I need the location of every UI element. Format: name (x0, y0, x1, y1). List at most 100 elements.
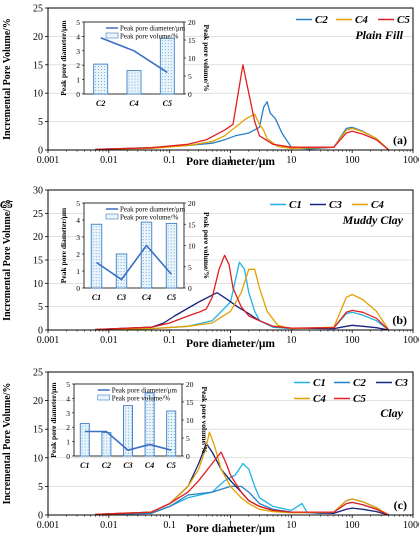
hatch-dot (120, 283, 122, 284)
hatch-dot (131, 84, 133, 86)
hatch-dot (103, 449, 105, 451)
hatch-dot (84, 443, 86, 445)
inset-category-label: C5 (167, 461, 176, 470)
legend-label-c4: C4 (355, 14, 368, 26)
y-tick-label: 0 (38, 511, 43, 522)
hatch-dot (142, 248, 144, 250)
hatch-dot (145, 242, 147, 244)
hatch-dot (168, 434, 170, 435)
series-line-c5 (95, 451, 390, 516)
hatch-dot (124, 419, 126, 421)
series-line-c3 (95, 292, 389, 331)
hatch-dot (92, 256, 94, 258)
hatch-dot (107, 84, 109, 86)
hatch-dot (173, 49, 175, 51)
y-tick-label: 10 (33, 453, 43, 464)
hatch-dot (152, 416, 154, 417)
plot-frame (47, 189, 414, 331)
hatch-dot (95, 232, 97, 234)
legend-label-c2: C2 (315, 14, 328, 26)
y-tick-label: 5 (38, 302, 43, 313)
hatch-dot (130, 416, 132, 418)
hatch-dot (98, 283, 100, 285)
hatch-dot (167, 67, 169, 69)
hatch-dot (174, 434, 176, 435)
hatch-dot (145, 275, 147, 277)
hatch-dot (98, 87, 100, 89)
hatch-dot (167, 70, 169, 72)
hatch-dot (124, 443, 126, 445)
hatch-dot (127, 455, 129, 457)
hatch-dot (170, 270, 172, 272)
hatch-dot (152, 419, 154, 420)
hatch-dot (164, 43, 166, 45)
hatch-dot (173, 279, 175, 281)
hatch-dot (127, 422, 129, 424)
hatch-dot (170, 79, 172, 81)
hatch-dot (152, 452, 154, 453)
hatch-dot (173, 85, 175, 87)
hatch-dot (103, 443, 105, 445)
hatch-dot (168, 425, 170, 426)
inset-left-tick-label: 2 (76, 250, 80, 259)
hatch-dot (98, 256, 100, 258)
hatch-dot (98, 271, 100, 273)
hatch-dot (168, 416, 170, 417)
hatch-dot (92, 226, 94, 228)
hatch-dot (149, 407, 151, 408)
hatch-dot (171, 434, 173, 435)
hatch-dot (142, 275, 144, 277)
hatch-dot (170, 49, 172, 51)
hatch-dot (92, 262, 94, 264)
hatch-dot (167, 237, 169, 239)
hatch-dot (167, 88, 169, 90)
hatch-dot (146, 449, 148, 450)
inset-category-label: C1 (80, 461, 89, 470)
hatch-dot (134, 81, 136, 83)
hatch-dot (109, 446, 111, 448)
hatch-dot (173, 285, 175, 287)
hatch-dot (81, 437, 83, 439)
hatch-dot (148, 272, 150, 274)
series-line-c4 (95, 268, 390, 331)
inset-category-label: C5 (167, 293, 176, 302)
hatch-dot (149, 410, 151, 411)
hatch-dot (84, 425, 86, 427)
hatch-dot (145, 239, 147, 241)
hatch-dot (95, 72, 97, 74)
hatch-dot (103, 455, 105, 457)
hatch-dot (148, 284, 150, 286)
inset-volume-bar-c1 (79, 423, 90, 457)
hatch-dot (148, 266, 150, 268)
hatch-dot (123, 286, 125, 287)
hatch-dot (92, 280, 94, 282)
inset-legend-volume-label: Peak pore volume/% (112, 395, 170, 403)
hatch-dot (149, 455, 151, 456)
hatch-dot (148, 245, 150, 247)
hatch-dot (148, 263, 150, 265)
hatch-dot (107, 78, 109, 80)
hatch-dot (173, 76, 175, 78)
hatch-dot (98, 81, 100, 83)
hatch-dot (142, 236, 144, 238)
hatch-dot (98, 238, 100, 240)
hatch-dot (149, 428, 151, 429)
hatch-dot (130, 434, 132, 436)
inset-right-tick-label: 0 (188, 90, 192, 99)
hatch-dot (148, 275, 150, 277)
hatch-dot (103, 446, 105, 448)
series-line-c5 (95, 64, 390, 151)
x-tick-label: 100 (345, 155, 360, 166)
hatch-dot (173, 234, 175, 236)
inset-right-axis-label: Peak pore volume/% (200, 387, 209, 454)
hatch-dot (130, 407, 132, 409)
hatch-dot (148, 287, 150, 289)
hatch-dot (95, 69, 97, 71)
inset-right-tick-label: 0 (186, 452, 190, 461)
x-tick-label: 0.1 (163, 155, 176, 166)
hatch-dot (98, 286, 100, 288)
hatch-dot (87, 446, 89, 448)
hatch-dot (106, 449, 108, 451)
hatch-dot (149, 401, 151, 402)
hatch-dot (173, 61, 175, 63)
